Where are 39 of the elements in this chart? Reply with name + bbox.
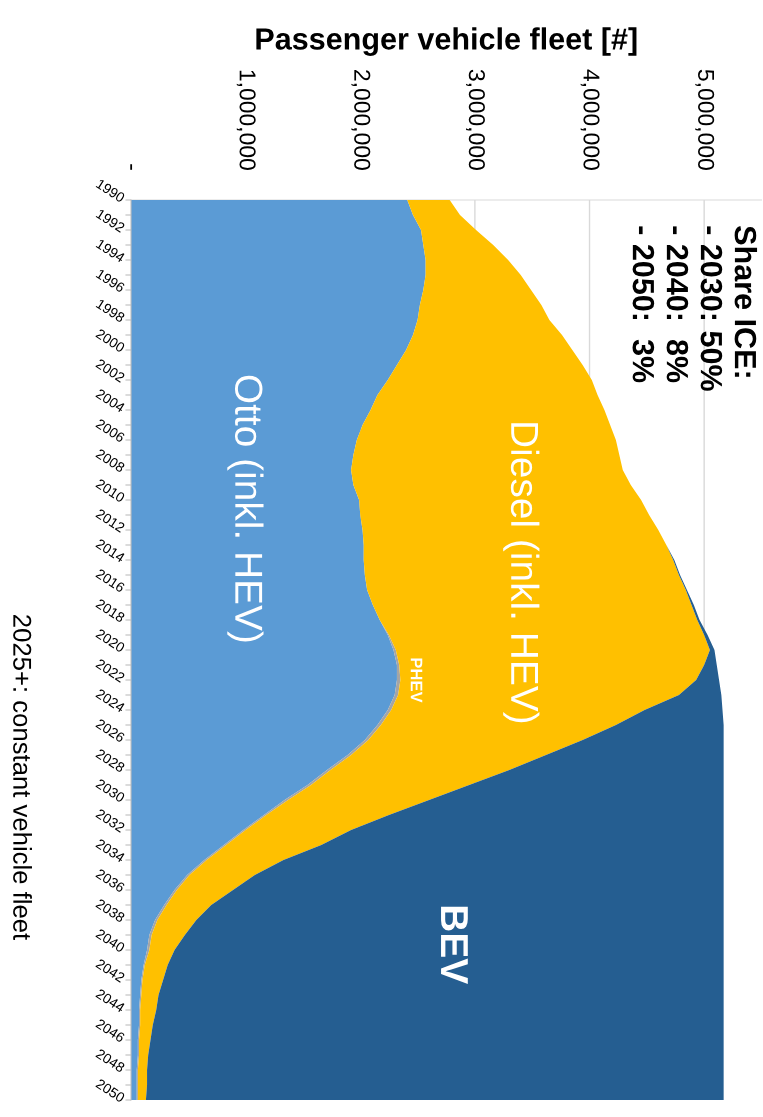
series-label: Diesel (inkl. HEV) (503, 423, 540, 723)
y-tick-label: 2034 (95, 838, 126, 863)
x-tick-label: - (130, 164, 133, 170)
text: 2025+: constant vehicle fleet (13, 615, 32, 941)
x-tick-label: 4,000,000 (580, 69, 600, 170)
x-tick-label: 2,000,000 (351, 70, 371, 170)
series-label: Otto (inkl. HEV) (227, 375, 264, 642)
y-tick-label: 2006 (95, 418, 126, 443)
y-tick-label: 1994 (95, 238, 126, 263)
y-tick-label: 1990 (95, 178, 126, 203)
y-tick-label: 1998 (95, 298, 126, 323)
y-tick-label: 1992 (95, 208, 126, 233)
y-tick-label: 2036 (95, 868, 126, 893)
y-tick-label: 2030 (95, 778, 126, 803)
series-label: BEV (441, 906, 468, 984)
y-tick-label: 2004 (95, 388, 126, 413)
x-axis-title: Passenger vehicle fleet [#] (256, 27, 637, 56)
y-tick-label: 2014 (95, 538, 126, 563)
y-tick-label: 2016 (95, 568, 126, 593)
y-tick-label: 2024 (95, 688, 126, 713)
y-tick-label: 1996 (95, 268, 126, 293)
y-tick-label: 2044 (95, 988, 126, 1013)
x-tick-label: 1,000,000 (236, 70, 256, 170)
annotation: Share ICE: - 2030: 50% - 2040: 8% - 2050: 3% (632, 226, 758, 391)
y-tick-label: 2028 (95, 748, 126, 773)
y-tick-label: 2008 (95, 448, 126, 473)
y-tick-label: 2018 (95, 598, 126, 623)
y-tick-label: 2010 (95, 478, 126, 503)
y-tick-label: 2040 (95, 928, 126, 953)
y-tick-label: 2026 (95, 718, 126, 743)
y-tick-label: 2046 (95, 1018, 126, 1043)
y-tick-label: 2000 (95, 328, 126, 353)
y-tick-label: 2020 (95, 628, 126, 653)
y-tick-label: 2038 (95, 898, 126, 923)
y-tick-label: 2048 (95, 1048, 126, 1073)
text: PHEV (410, 658, 423, 703)
x-tick-label: 3,000,000 (466, 69, 485, 170)
x-tick-label: 5,000,000 (695, 69, 715, 170)
y-tick-label: 2050 (95, 1078, 126, 1103)
